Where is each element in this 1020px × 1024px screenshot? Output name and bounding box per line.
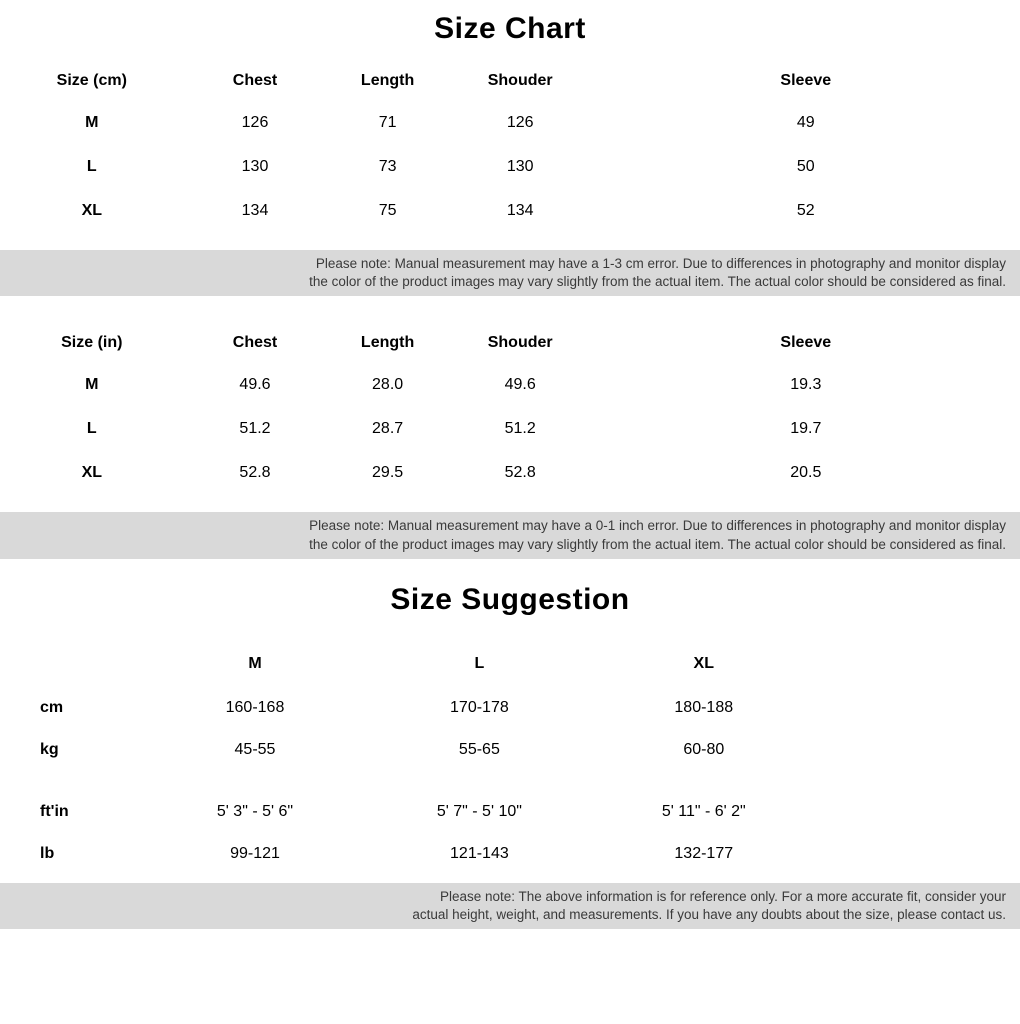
cell-chest: 52.8 (184, 456, 327, 500)
size-suggestion-table: M L XL cm 160-168 170-178 180-188 kg 45-… (0, 647, 1020, 879)
cell-chest: 51.2 (184, 412, 327, 456)
note-line: Please note: The above information is fo… (440, 889, 1006, 904)
table-row: lb 99-121 121-143 132-177 (0, 837, 1020, 879)
cell-shoulder: 134 (449, 194, 592, 238)
cell-sleeve: 50 (592, 150, 1020, 194)
table-row: cm 160-168 170-178 180-188 (0, 691, 1020, 733)
size-suggestion-title: Size Suggestion (0, 559, 1020, 647)
cell-m: 45-55 (143, 733, 367, 775)
header-l: L (367, 647, 591, 691)
header-length: Length (326, 64, 448, 106)
cell-chest: 49.6 (184, 368, 327, 412)
cell-shoulder: 130 (449, 150, 592, 194)
table-row: kg 45-55 55-65 60-80 (0, 733, 1020, 775)
header-chest: Chest (184, 326, 327, 368)
table-row: XL 134 75 134 52 (0, 194, 1020, 238)
cell-sleeve: 19.3 (592, 368, 1020, 412)
table-row: M 126 71 126 49 (0, 106, 1020, 150)
note-in: Please note: Manual measurement may have… (0, 512, 1020, 558)
header-length: Length (326, 326, 448, 368)
cell-size: L (0, 412, 184, 456)
cell-size: XL (0, 194, 184, 238)
cell-chest: 126 (184, 106, 327, 150)
header-shoulder: Shouder (449, 326, 592, 368)
cell-length: 73 (326, 150, 448, 194)
cell-m: 160-168 (143, 691, 367, 733)
note-cm: Please note: Manual measurement may have… (0, 250, 1020, 296)
cell-shoulder: 52.8 (449, 456, 592, 500)
cell-l: 55-65 (367, 733, 591, 775)
cell-chest: 134 (184, 194, 327, 238)
note-line: Please note: Manual measurement may have… (309, 518, 1006, 533)
cell-sleeve: 52 (592, 194, 1020, 238)
note-line: Please note: Manual measurement may have… (316, 256, 1006, 271)
unit-label: cm (0, 691, 143, 733)
cell-shoulder: 51.2 (449, 412, 592, 456)
cell-length: 28.0 (326, 368, 448, 412)
header-size: Size (cm) (0, 64, 184, 106)
cell-shoulder: 126 (449, 106, 592, 150)
cell-length: 28.7 (326, 412, 448, 456)
header-sleeve: Sleeve (592, 64, 1020, 106)
cell-size: L (0, 150, 184, 194)
header-m: M (143, 647, 367, 691)
unit-label: ft'in (0, 795, 143, 837)
note-line: actual height, weight, and measurements.… (412, 907, 1006, 922)
cell-length: 75 (326, 194, 448, 238)
cell-xl: 180-188 (592, 691, 816, 733)
table-header-row: M L XL (0, 647, 1020, 691)
header-shoulder: Shouder (449, 64, 592, 106)
cell-size: M (0, 368, 184, 412)
table-header-row: Size (in) Chest Length Shouder Sleeve (0, 326, 1020, 368)
cell-m: 99-121 (143, 837, 367, 879)
unit-label: kg (0, 733, 143, 775)
cell-xl: 5' 11" - 6' 2" (592, 795, 816, 837)
note-line: the color of the product images may vary… (309, 537, 1006, 552)
cell-shoulder: 49.6 (449, 368, 592, 412)
cell-xl: 60-80 (592, 733, 816, 775)
table-row: L 51.2 28.7 51.2 19.7 (0, 412, 1020, 456)
cell-size: M (0, 106, 184, 150)
cell-m: 5' 3" - 5' 6" (143, 795, 367, 837)
size-chart-in-table: Size (in) Chest Length Shouder Sleeve M … (0, 326, 1020, 500)
table-header-row: Size (cm) Chest Length Shouder Sleeve (0, 64, 1020, 106)
cell-l: 5' 7" - 5' 10" (367, 795, 591, 837)
cell-length: 71 (326, 106, 448, 150)
header-xl: XL (592, 647, 816, 691)
unit-label: lb (0, 837, 143, 879)
table-row: XL 52.8 29.5 52.8 20.5 (0, 456, 1020, 500)
table-row: M 49.6 28.0 49.6 19.3 (0, 368, 1020, 412)
note-suggestion: Please note: The above information is fo… (0, 883, 1020, 929)
table-row: ft'in 5' 3" - 5' 6" 5' 7" - 5' 10" 5' 11… (0, 795, 1020, 837)
header-sleeve: Sleeve (592, 326, 1020, 368)
cell-size: XL (0, 456, 184, 500)
cell-sleeve: 19.7 (592, 412, 1020, 456)
cell-l: 121-143 (367, 837, 591, 879)
note-line: the color of the product images may vary… (309, 274, 1006, 289)
cell-l: 170-178 (367, 691, 591, 733)
cell-xl: 132-177 (592, 837, 816, 879)
cell-chest: 130 (184, 150, 327, 194)
header-chest: Chest (184, 64, 327, 106)
table-row: L 130 73 130 50 (0, 150, 1020, 194)
size-chart-title: Size Chart (0, 0, 1020, 64)
cell-sleeve: 49 (592, 106, 1020, 150)
header-size: Size (in) (0, 326, 184, 368)
cell-length: 29.5 (326, 456, 448, 500)
size-chart-cm-table: Size (cm) Chest Length Shouder Sleeve M … (0, 64, 1020, 238)
cell-sleeve: 20.5 (592, 456, 1020, 500)
